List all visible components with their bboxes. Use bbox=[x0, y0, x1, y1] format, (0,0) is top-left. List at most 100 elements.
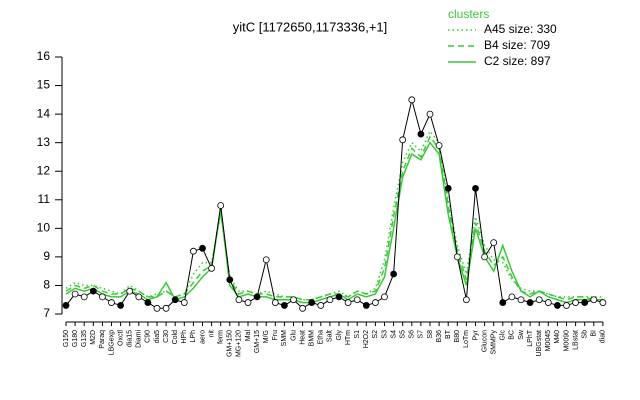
x-tick-label: M0045 bbox=[545, 330, 552, 352]
x-tick-label: LBGexp bbox=[108, 330, 115, 355]
data-point bbox=[326, 296, 334, 304]
x-tick-label: GM+150 bbox=[227, 330, 234, 357]
x-tick-label: HPh bbox=[181, 330, 188, 344]
data-point bbox=[563, 302, 570, 309]
data-point bbox=[599, 299, 607, 306]
data-point bbox=[235, 296, 243, 304]
x-tick-label: H2O2 bbox=[363, 330, 370, 348]
data-point bbox=[554, 302, 561, 309]
y-tick-label: 15 bbox=[37, 78, 51, 92]
data-point bbox=[499, 299, 507, 306]
data-point bbox=[162, 304, 170, 312]
data-point bbox=[362, 302, 370, 309]
x-tick-label: B80 bbox=[454, 330, 461, 343]
legend-label: A45 size: 330 bbox=[484, 22, 557, 36]
x-tick-label: aero bbox=[199, 330, 206, 344]
x-tick-label: BT bbox=[445, 329, 452, 339]
x-tick-label: G180 bbox=[72, 330, 79, 347]
x-tick-label: Heat bbox=[299, 330, 306, 345]
data-point bbox=[472, 184, 479, 192]
x-tick-label: BI bbox=[591, 330, 598, 337]
data-point bbox=[344, 299, 352, 306]
chart-title: yitC [1172650,1173336,+1] bbox=[233, 19, 388, 34]
data-point bbox=[144, 299, 152, 306]
x-tick-label: M0090 bbox=[563, 330, 570, 352]
data-point bbox=[581, 299, 589, 306]
x-tick-label: C90 bbox=[145, 330, 152, 343]
data-point bbox=[517, 296, 525, 304]
data-point bbox=[62, 302, 70, 309]
data-point bbox=[271, 299, 279, 306]
x-tick-label: G150 bbox=[63, 330, 70, 347]
x-tick-label: M/G bbox=[263, 330, 270, 343]
x-tick-label: Salt bbox=[327, 330, 334, 342]
x-tick-label: LoTm bbox=[463, 330, 470, 348]
data-point bbox=[508, 293, 516, 301]
x-tick-label: Etha bbox=[318, 330, 325, 345]
data-point bbox=[453, 253, 461, 261]
data-point bbox=[590, 296, 598, 304]
data-point bbox=[280, 302, 288, 309]
x-tick-label: UBGstat bbox=[536, 330, 543, 357]
x-tick-label: M40 bbox=[554, 330, 561, 344]
data-point bbox=[335, 293, 343, 301]
y-tick-label: 10 bbox=[37, 221, 51, 235]
cluster-line bbox=[65, 129, 603, 301]
data-point bbox=[371, 299, 379, 306]
x-tick-label: Pyr bbox=[472, 329, 479, 340]
data-point bbox=[290, 296, 297, 304]
x-tick-label: Glc bbox=[500, 330, 507, 341]
x-tick-label: Fru bbox=[272, 330, 279, 341]
y-tick-label: 8 bbox=[43, 278, 50, 292]
y-tick-label: 11 bbox=[38, 192, 51, 206]
x-tick-label: S6 bbox=[409, 330, 416, 339]
x-tick-label: Sw bbox=[518, 329, 525, 340]
data-point bbox=[217, 202, 225, 209]
x-tick-label: Gly bbox=[336, 330, 343, 341]
x-tick-label: Glucon bbox=[481, 330, 488, 352]
data-point bbox=[199, 244, 206, 252]
data-point bbox=[71, 290, 79, 298]
y-tick-label: 16 bbox=[37, 49, 51, 63]
x-tick-label: MG+120 bbox=[236, 330, 243, 357]
x-tick-label: Sb bbox=[582, 330, 589, 339]
x-tick-label: SMM bbox=[281, 330, 288, 347]
data-point bbox=[189, 247, 197, 255]
x-tick-label: M2D bbox=[90, 330, 97, 345]
y-tick-label: 9 bbox=[43, 249, 50, 263]
data-point bbox=[408, 96, 416, 104]
data-point bbox=[462, 296, 470, 304]
data-point bbox=[490, 239, 498, 247]
data-point bbox=[481, 253, 489, 261]
data-point bbox=[317, 302, 325, 309]
x-tick-label: S1 bbox=[354, 330, 361, 339]
data-point bbox=[171, 296, 179, 304]
x-tick-label: G135 bbox=[81, 330, 88, 347]
data-point bbox=[226, 276, 234, 284]
data-point bbox=[117, 302, 124, 309]
data-point bbox=[80, 293, 88, 301]
legend-label: C2 size: 897 bbox=[484, 54, 551, 68]
x-tick-label: S8 bbox=[427, 330, 434, 339]
x-tick-label: S3 bbox=[381, 330, 388, 339]
x-tick-label: S5 bbox=[400, 330, 407, 339]
x-tick-label: Mal bbox=[245, 330, 252, 342]
data-point bbox=[535, 296, 543, 304]
data-point bbox=[399, 136, 407, 144]
x-tick-label: Paraq bbox=[99, 330, 106, 349]
x-tick-label: HTm bbox=[345, 330, 352, 345]
cluster-line bbox=[65, 135, 603, 301]
data-point bbox=[262, 256, 270, 264]
x-tick-label: S7 bbox=[418, 330, 425, 339]
data-point bbox=[435, 142, 443, 149]
legend-label: B4 size: 709 bbox=[484, 38, 550, 52]
y-tick-label: 7 bbox=[43, 306, 50, 320]
x-tick-label: B36 bbox=[436, 330, 443, 343]
data-point bbox=[89, 287, 97, 295]
data-point bbox=[153, 304, 161, 312]
data-point bbox=[99, 293, 106, 301]
x-tick-label: SMMPy bbox=[491, 330, 498, 355]
x-tick-label: Glu bbox=[290, 330, 297, 341]
data-point bbox=[417, 130, 425, 138]
